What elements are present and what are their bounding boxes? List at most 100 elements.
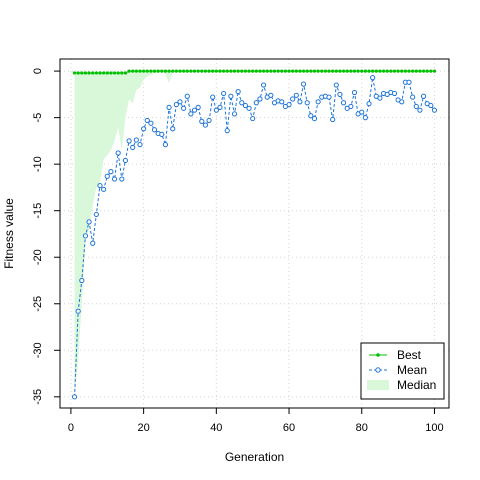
best-point bbox=[160, 69, 164, 73]
best-point bbox=[411, 69, 415, 73]
mean-point bbox=[177, 99, 183, 105]
mean-point bbox=[173, 102, 179, 108]
mean-point bbox=[410, 94, 416, 100]
mean-point bbox=[126, 138, 132, 144]
mean-point bbox=[333, 82, 339, 88]
mean-point bbox=[250, 115, 256, 122]
mean-series bbox=[71, 75, 438, 400]
best-point bbox=[240, 69, 244, 73]
legend-median-swatch bbox=[367, 380, 389, 390]
mean-point bbox=[406, 79, 412, 85]
best-point bbox=[392, 69, 397, 73]
mean-point bbox=[351, 89, 358, 96]
mean-point bbox=[290, 96, 296, 102]
mean-point bbox=[297, 99, 303, 105]
x-tick-label: 40 bbox=[210, 422, 222, 434]
mean-point bbox=[370, 75, 376, 81]
mean-point bbox=[159, 131, 165, 137]
best-point bbox=[214, 69, 218, 73]
mean-point bbox=[71, 394, 78, 400]
best-point bbox=[76, 71, 80, 75]
mean-point bbox=[391, 90, 398, 97]
best-point bbox=[178, 69, 182, 73]
mean-point bbox=[162, 142, 169, 148]
best-point bbox=[309, 69, 313, 73]
y-tick-label: -20 bbox=[32, 249, 44, 265]
best-point bbox=[94, 71, 98, 75]
best-point bbox=[316, 69, 320, 73]
mean-point bbox=[359, 109, 365, 115]
mean-point bbox=[399, 99, 405, 105]
best-point bbox=[232, 69, 237, 73]
best-point bbox=[374, 69, 378, 73]
best-point bbox=[414, 69, 418, 73]
mean-point bbox=[311, 115, 318, 122]
mean-point bbox=[246, 105, 252, 111]
best-point bbox=[312, 69, 317, 73]
mean-point bbox=[279, 99, 285, 105]
best-point bbox=[247, 69, 251, 73]
mean-point bbox=[257, 96, 263, 102]
best-point bbox=[363, 69, 367, 73]
best-point bbox=[341, 69, 346, 73]
y-tick-label: 0 bbox=[32, 68, 44, 74]
best-point bbox=[200, 69, 204, 73]
best-point bbox=[138, 69, 142, 73]
legend-label: Best bbox=[397, 348, 422, 362]
mean-point bbox=[97, 182, 103, 189]
best-point bbox=[149, 69, 153, 73]
best-point bbox=[385, 69, 389, 73]
best-point bbox=[174, 69, 178, 73]
best-point bbox=[211, 69, 215, 73]
mean-point bbox=[413, 103, 419, 110]
best-point bbox=[225, 69, 229, 73]
best-series bbox=[72, 69, 437, 75]
mean-point bbox=[228, 93, 234, 99]
best-point bbox=[360, 69, 364, 73]
legend-label: Median bbox=[397, 378, 436, 392]
best-point bbox=[171, 69, 175, 73]
best-point bbox=[207, 69, 211, 73]
best-point bbox=[182, 69, 186, 73]
best-point bbox=[349, 69, 353, 73]
best-point bbox=[196, 69, 200, 73]
mean-point bbox=[206, 117, 212, 124]
mean-point bbox=[82, 233, 89, 239]
mean-point bbox=[239, 100, 245, 106]
mean-point bbox=[377, 95, 383, 101]
best-point bbox=[352, 69, 357, 73]
mean-point bbox=[348, 103, 354, 110]
best-point bbox=[283, 69, 288, 73]
mean-point bbox=[141, 126, 147, 132]
mean-point bbox=[304, 100, 310, 106]
mean-point bbox=[108, 169, 114, 175]
mean-point bbox=[260, 82, 267, 88]
best-point bbox=[378, 69, 382, 73]
best-point bbox=[298, 69, 302, 73]
mean-point bbox=[191, 107, 198, 113]
mean-point bbox=[220, 90, 227, 97]
best-point bbox=[127, 69, 131, 73]
best-point bbox=[265, 69, 269, 73]
mean-point bbox=[93, 211, 99, 218]
best-point bbox=[91, 71, 95, 75]
mean-point bbox=[148, 120, 154, 126]
best-point bbox=[400, 69, 404, 73]
mean-point bbox=[213, 107, 219, 113]
best-point bbox=[334, 69, 338, 73]
best-point bbox=[418, 69, 422, 73]
median-area-fill bbox=[74, 71, 180, 397]
best-point bbox=[152, 69, 157, 73]
mean-point bbox=[362, 115, 368, 121]
best-point bbox=[371, 69, 375, 73]
best-point bbox=[134, 69, 138, 73]
mean-point bbox=[293, 92, 299, 98]
mean-point bbox=[417, 107, 423, 113]
mean-point bbox=[210, 94, 216, 100]
best-point bbox=[105, 71, 109, 75]
mean-point bbox=[300, 81, 307, 87]
best-point bbox=[145, 69, 149, 73]
best-point bbox=[272, 69, 277, 73]
best-point bbox=[323, 69, 327, 73]
legend-mean-marker bbox=[375, 367, 381, 373]
